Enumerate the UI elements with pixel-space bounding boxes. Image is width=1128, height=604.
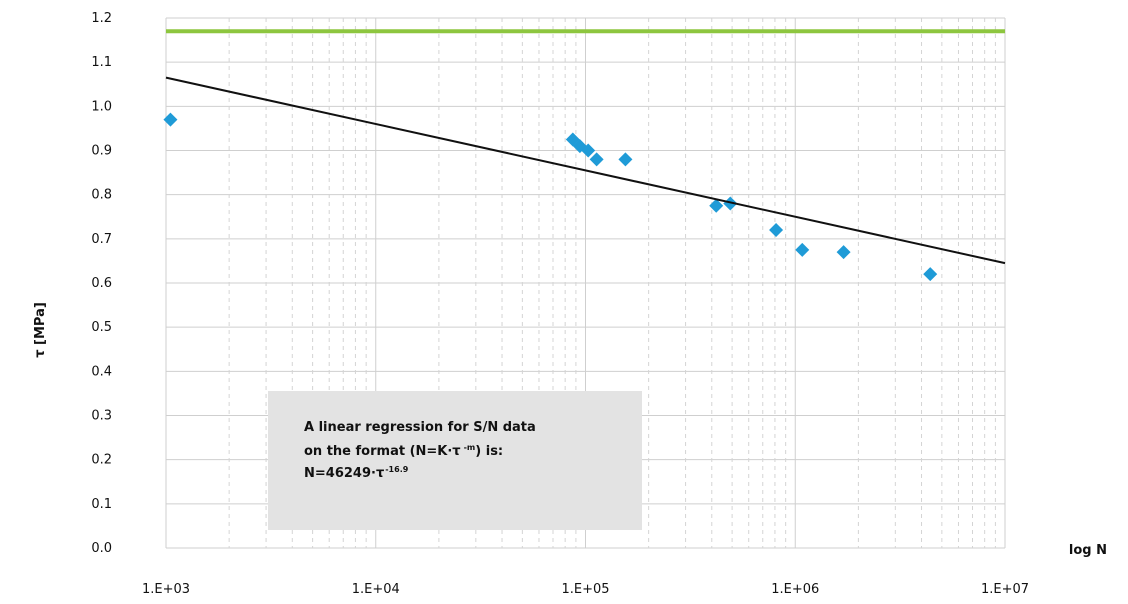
data-point	[709, 198, 724, 213]
data-point	[581, 143, 596, 158]
data-point	[163, 112, 178, 127]
series	[163, 29, 1006, 282]
data-point	[723, 196, 738, 211]
axes: log N τ [MPa] 0.0 0.1 0.2 0.3 0.4 0.5 0.6 0.7 0.…	[33, 11, 1107, 597]
y-tick-label: 0.4	[91, 364, 112, 379]
y-tick-label: 0.3	[91, 409, 112, 424]
y-tick-label: 0.7	[91, 232, 112, 247]
x-tick-label: 1.E+07	[981, 582, 1029, 597]
y-tick-label: 0.5	[91, 320, 112, 335]
x-tick-label: 1.E+03	[142, 582, 190, 597]
annotation-background	[268, 391, 642, 530]
data-point	[836, 245, 851, 260]
y-tick-label: 1.2	[91, 11, 112, 26]
y-tick-label: 0.8	[91, 188, 112, 203]
data-point	[769, 223, 784, 237]
y-axis-title: τ [MPa]	[33, 302, 48, 358]
annotation-box: A linear regression for S/N data on the …	[268, 391, 642, 530]
data-point	[923, 267, 938, 282]
regression-line	[165, 76, 1006, 265]
y-tick-label: 1.0	[91, 99, 112, 114]
x-tick-label: 1.E+04	[352, 582, 400, 597]
y-tick-label: 0.1	[91, 497, 112, 512]
annotation-line-2: on the format (N=K·τ -m) is:	[304, 443, 503, 459]
data-point	[589, 152, 604, 167]
y-tick-label: 0.6	[91, 276, 112, 291]
data-point	[618, 152, 633, 167]
annotation-line-3: N=46249·τ-16.9	[304, 465, 409, 481]
y-tick-label: 0.0	[91, 541, 112, 556]
y-tick-label: 1.1	[91, 55, 112, 70]
x-axis-title: log N	[1069, 543, 1107, 558]
data-point	[795, 242, 810, 257]
x-tick-label: 1.E+05	[561, 582, 609, 597]
annotation-line-1: A linear regression for S/N data	[304, 420, 536, 435]
x-tick-label: 1.E+06	[771, 582, 819, 597]
y-tick-label: 0.9	[91, 144, 112, 159]
y-tick-label: 0.2	[91, 453, 112, 468]
